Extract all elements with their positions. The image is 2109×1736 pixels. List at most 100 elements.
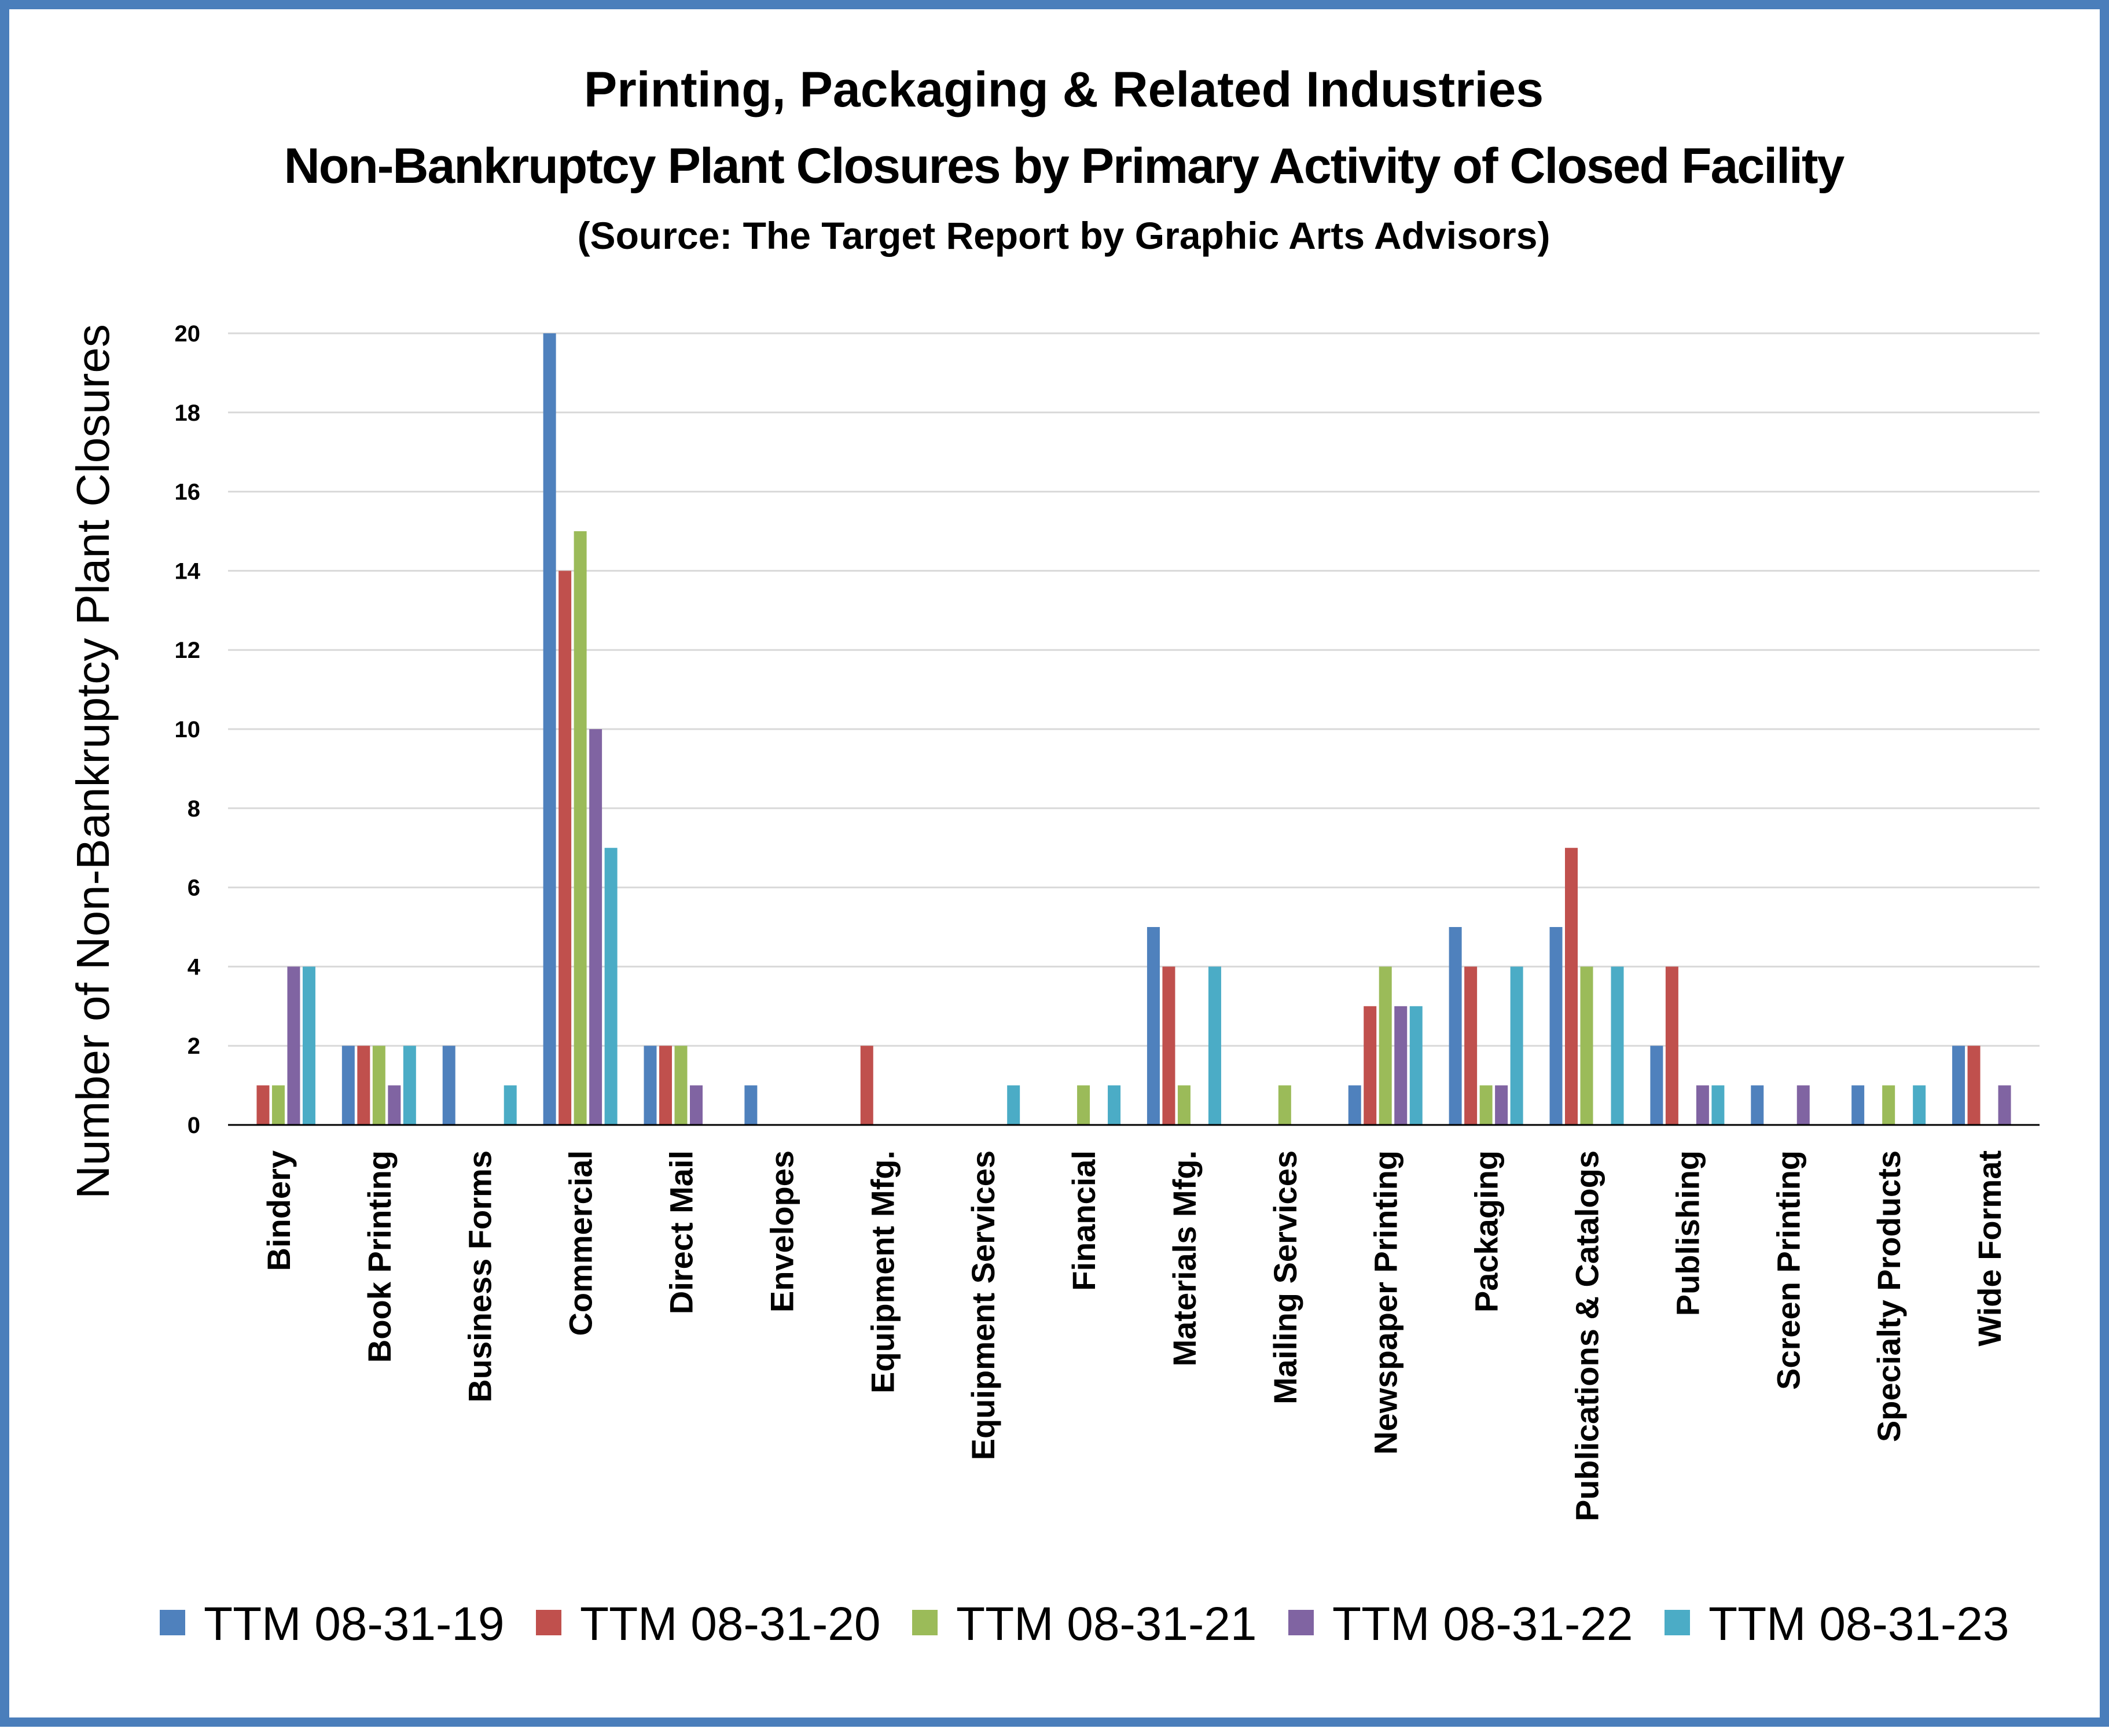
bar bbox=[357, 1046, 370, 1125]
x-tick-label: Screen Printing bbox=[1770, 1150, 1806, 1390]
bar bbox=[1882, 1085, 1895, 1125]
x-tick-label: Envelopes bbox=[763, 1150, 800, 1312]
x-tick-label: Equipment Mfg. bbox=[864, 1150, 901, 1393]
bar bbox=[674, 1046, 688, 1125]
bar bbox=[589, 729, 602, 1125]
x-tick-label: Newspaper Printing bbox=[1368, 1150, 1404, 1455]
bar bbox=[1998, 1085, 2011, 1125]
legend-label: TTM 08-31-23 bbox=[1708, 1598, 2009, 1650]
bar bbox=[1208, 966, 1221, 1125]
bar bbox=[1108, 1085, 1121, 1125]
chart-source-note: (Source: The Target Report by Graphic Ar… bbox=[578, 214, 1550, 257]
bar bbox=[302, 966, 315, 1125]
bar bbox=[1751, 1085, 1764, 1125]
bar bbox=[543, 333, 556, 1125]
bar bbox=[1162, 966, 1175, 1125]
bar bbox=[744, 1085, 758, 1125]
bar bbox=[1495, 1085, 1508, 1125]
bar bbox=[690, 1085, 703, 1125]
legend: TTM 08-31-19 TTM 08-31-20 TTM 08-31-21 TTM … bbox=[160, 1598, 2009, 1650]
legend-label: TTM 08-31-19 bbox=[204, 1598, 505, 1650]
legend-swatch bbox=[912, 1610, 938, 1635]
bar bbox=[1379, 966, 1392, 1125]
bar bbox=[1479, 1085, 1493, 1125]
x-tick-label: Mailing Services bbox=[1267, 1150, 1303, 1404]
bar bbox=[1611, 966, 1624, 1125]
legend-swatch bbox=[1288, 1610, 1314, 1635]
y-tick-label: 2 bbox=[188, 1033, 200, 1059]
bar bbox=[1711, 1085, 1725, 1125]
bars bbox=[256, 333, 2011, 1125]
bar bbox=[1147, 927, 1160, 1125]
y-tick-label: 18 bbox=[175, 400, 201, 426]
bar bbox=[1650, 1046, 1663, 1125]
bar bbox=[1796, 1085, 1810, 1125]
bar bbox=[1278, 1085, 1291, 1125]
bar bbox=[1177, 1085, 1191, 1125]
bar bbox=[1967, 1046, 1981, 1125]
bar bbox=[1696, 1085, 1709, 1125]
x-tick-label: Specialty Products bbox=[1871, 1150, 1907, 1442]
y-tick-label: 0 bbox=[188, 1113, 200, 1138]
bar bbox=[1409, 1006, 1423, 1125]
bar bbox=[271, 1085, 285, 1125]
bar bbox=[504, 1085, 517, 1125]
x-tick-label: Bindery bbox=[260, 1150, 297, 1271]
bar bbox=[442, 1046, 455, 1125]
bar bbox=[1510, 966, 1523, 1125]
bar bbox=[574, 531, 587, 1125]
y-tick-labels: 0 2 4 6 8 10 12 14 16 18 20 bbox=[175, 321, 201, 1138]
bar bbox=[1549, 927, 1563, 1125]
bar bbox=[644, 1046, 657, 1125]
legend-swatch bbox=[1665, 1610, 1690, 1635]
bar bbox=[1364, 1006, 1377, 1125]
y-tick-label: 16 bbox=[175, 480, 201, 505]
y-tick-label: 8 bbox=[188, 796, 200, 822]
chart-title: Printing, Packaging & Related Industries bbox=[584, 62, 1544, 117]
chart-subtitle: Non-Bankruptcy Plant Closures by Primary… bbox=[284, 138, 1845, 194]
legend-label: TTM 08-31-21 bbox=[956, 1598, 1257, 1650]
bar bbox=[604, 848, 618, 1125]
bar bbox=[1007, 1085, 1020, 1125]
bar bbox=[559, 571, 572, 1125]
bar bbox=[388, 1085, 401, 1125]
bar bbox=[1580, 966, 1593, 1125]
bar bbox=[1077, 1085, 1090, 1125]
legend-label: TTM 08-31-22 bbox=[1332, 1598, 1633, 1650]
x-tick-label: Packaging bbox=[1468, 1150, 1505, 1312]
bar bbox=[1665, 966, 1678, 1125]
x-tick-label: Wide Format bbox=[1971, 1150, 2008, 1347]
bar bbox=[1394, 1006, 1408, 1125]
bar bbox=[1464, 966, 1478, 1125]
y-tick-label: 14 bbox=[175, 558, 201, 584]
x-tick-label: Direct Mail bbox=[663, 1150, 700, 1314]
bar bbox=[1348, 1085, 1361, 1125]
x-tick-label: Business Forms bbox=[462, 1150, 498, 1403]
bar bbox=[659, 1046, 672, 1125]
x-tick-label: Commercial bbox=[563, 1150, 599, 1336]
bar bbox=[1952, 1046, 1965, 1125]
legend-label: TTM 08-31-20 bbox=[580, 1598, 881, 1650]
x-tick-label: Financial bbox=[1065, 1150, 1102, 1291]
bar bbox=[372, 1046, 385, 1125]
bar bbox=[256, 1085, 270, 1125]
bar bbox=[1565, 848, 1578, 1125]
x-tick-label: Materials Mfg. bbox=[1166, 1150, 1203, 1366]
x-tick-labels: Bindery Book Printing Business Forms Commer… bbox=[260, 1150, 2008, 1521]
x-tick-label: Publications & Catalogs bbox=[1569, 1150, 1605, 1521]
chart: Printing, Packaging & Related Industries… bbox=[67, 62, 2040, 1650]
bar bbox=[1449, 927, 1462, 1125]
x-tick-label: Publishing bbox=[1669, 1150, 1706, 1316]
y-tick-label: 6 bbox=[188, 876, 200, 901]
bar bbox=[403, 1046, 416, 1125]
x-tick-label: Equipment Services bbox=[965, 1150, 1001, 1460]
y-tick-label: 4 bbox=[188, 954, 201, 980]
legend-swatch bbox=[536, 1610, 561, 1635]
bar bbox=[1913, 1085, 1926, 1125]
gridlines bbox=[228, 332, 2040, 1047]
x-tick-label: Book Printing bbox=[361, 1150, 398, 1363]
bar bbox=[860, 1046, 873, 1125]
legend-swatch bbox=[160, 1610, 185, 1635]
bar bbox=[1851, 1085, 1865, 1125]
y-tick-label: 12 bbox=[175, 638, 201, 663]
